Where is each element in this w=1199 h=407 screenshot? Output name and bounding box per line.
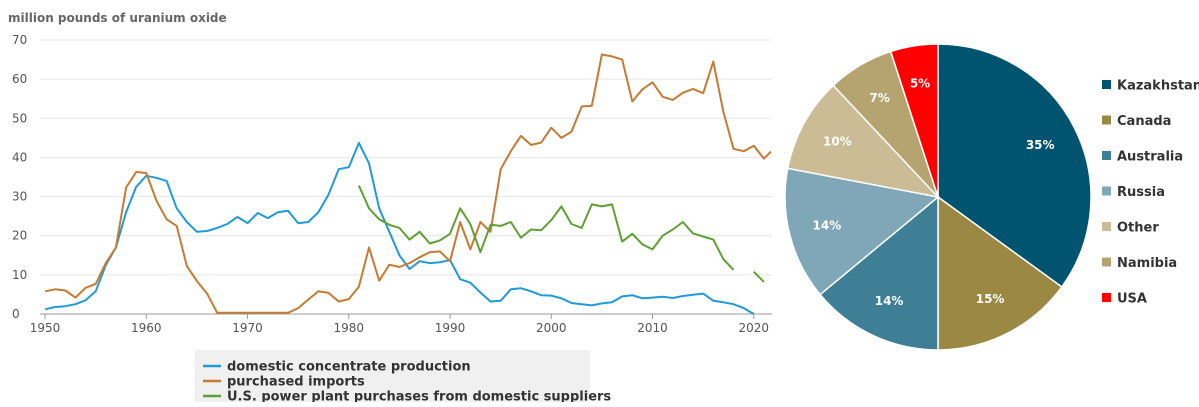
pie-legend-entry: Other (1117, 221, 1159, 236)
pie-legend-entry: USA (1117, 292, 1147, 307)
pie-slice-label: 14% (813, 219, 842, 233)
y-tick-labels: 0 10 20 30 40 50 60 70 (12, 33, 27, 321)
line-series (44, 53, 772, 315)
pie-legend-swatch (1102, 80, 1111, 89)
pie-legend-entry: Russia (1117, 185, 1165, 200)
legend-entry: U.S. power plant purchases from domestic… (227, 390, 611, 403)
pie-slice-canada (937, 195, 1063, 351)
pie-slice-russia (784, 167, 940, 296)
pie-slice-label: 5% (910, 77, 930, 91)
x-axis: 1950 1960 1970 1980 1990 2000 2010 2020 (30, 313, 772, 335)
x-tick-label: 2000 (536, 321, 567, 335)
y-axis-label: million pounds of uranium oxide (8, 11, 227, 25)
y-tick-label: 0 (12, 307, 20, 321)
pie-legend-entry: Canada (1117, 114, 1171, 129)
pie-slice-label: 7% (869, 91, 889, 105)
pie-slice-usa (889, 43, 939, 198)
pie-slice-label: 15% (976, 292, 1005, 306)
pie-legend-swatch (1102, 257, 1111, 267)
pie-slice-label: 10% (823, 135, 852, 149)
y-tick-label: 30 (12, 190, 27, 204)
x-tick-label: 1990 (435, 321, 466, 335)
pie-slice-kazakhstan (937, 43, 1092, 288)
x-tick-label: 2010 (637, 321, 668, 335)
pie-slice-label: 35% (1026, 138, 1055, 152)
x-tick-label: 1970 (232, 321, 263, 335)
legend-entry: domestic concentrate production (227, 360, 471, 375)
pie-legend-swatch (1102, 293, 1111, 302)
y-tick-label: 50 (12, 111, 27, 125)
pie-legend-swatch (1102, 151, 1111, 160)
pie-legend-entry: Namibia (1117, 256, 1177, 271)
pie-chart: 35% 15% 14% 14% 10% 7% 5% (784, 43, 1092, 351)
legend-entry: purchased imports (227, 375, 365, 390)
pie-legend-entry: Kazakhstan (1117, 79, 1199, 94)
series-line-1 (44, 53, 772, 314)
y-tick-label: 40 (12, 150, 27, 164)
series-line-0 (44, 141, 755, 315)
pie-slice-other (786, 84, 941, 199)
pie-legend-swatch (1102, 222, 1111, 231)
y-tick-label: 10 (12, 268, 27, 282)
line-legend: domestic concentrate productionpurchased… (195, 350, 611, 405)
x-tick-label: 1960 (131, 321, 162, 335)
x-tick-label: 2020 (739, 321, 770, 335)
x-tick-label: 1950 (30, 321, 61, 335)
series-line-2-seg0 (357, 185, 735, 271)
legend-box (195, 350, 590, 402)
y-tick-label: 20 (12, 229, 27, 243)
y-tick-label: 60 (12, 72, 27, 86)
pie-legend-swatch (1102, 115, 1111, 125)
x-tick-label: 1980 (334, 321, 365, 335)
y-tick-label: 70 (12, 33, 27, 47)
pie-slice-australia (819, 195, 939, 351)
series-line-2-seg1 (753, 270, 765, 283)
pie-slice-label: 14% (875, 294, 904, 308)
pie-legend: Kazakhstan Canada Australia Russia Other Nami… (1102, 79, 1199, 307)
pie-legend-swatch (1102, 186, 1111, 196)
pie-legend-entry: Australia (1117, 150, 1183, 165)
